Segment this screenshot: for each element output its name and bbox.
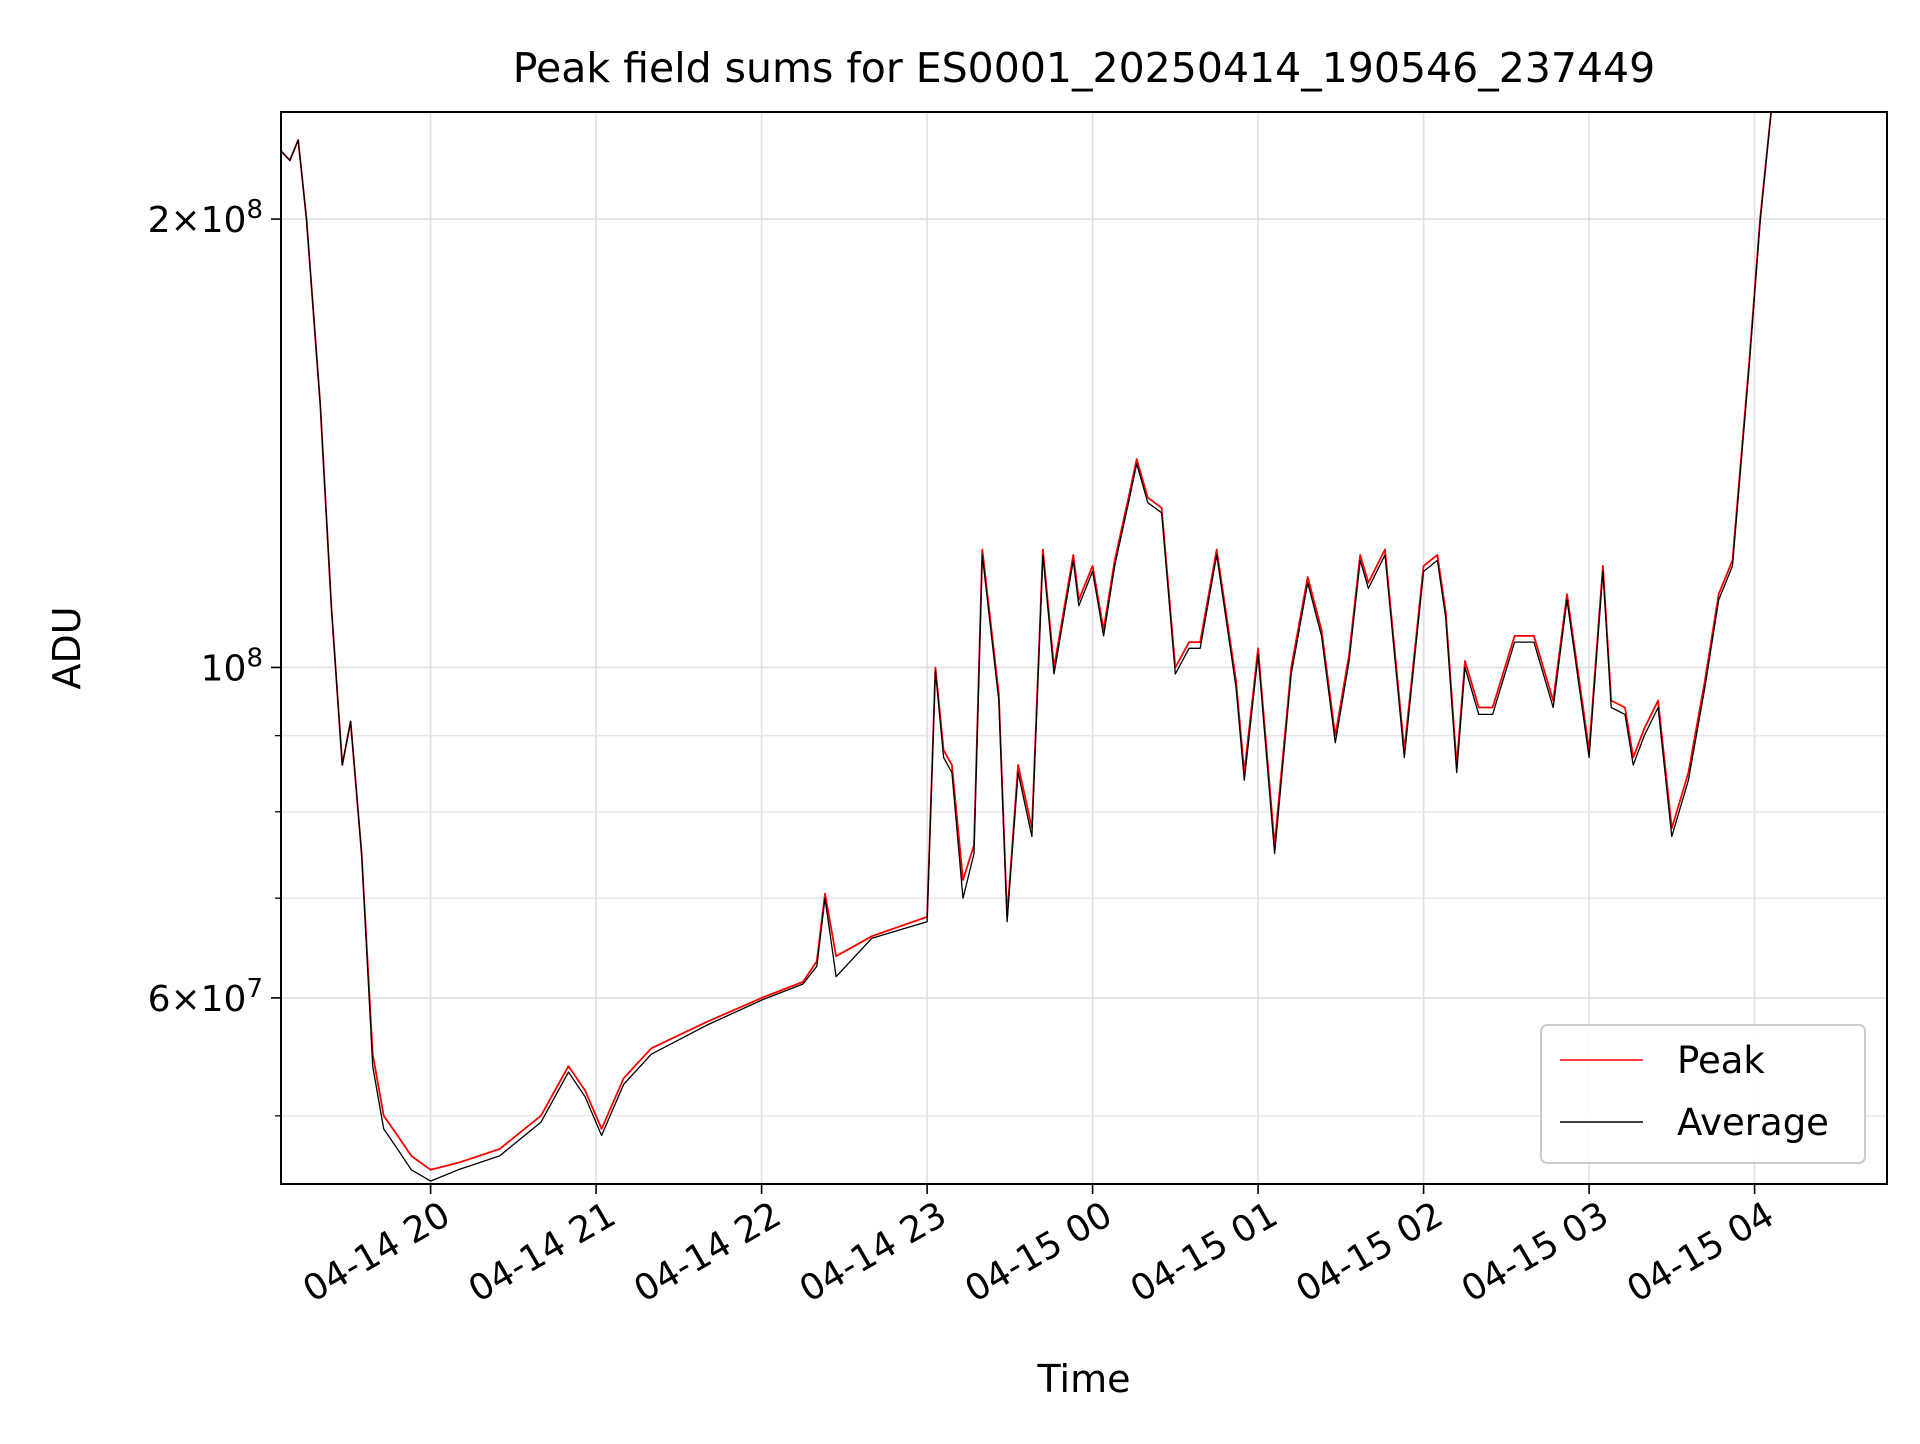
legend-label-peak: Peak [1677, 1039, 1765, 1082]
plot-frame [280, 111, 1888, 1185]
plot-clip [281, 112, 1865, 1182]
series-layer [281, 112, 1865, 1182]
chart-title: Peak field sums for ES0001_20250414_1905… [513, 44, 1655, 92]
legend-label-average: Average [1677, 1101, 1829, 1144]
y-tick-label: 2×108 [148, 195, 263, 241]
plot-area [281, 112, 1887, 1184]
legend: Peak Average [1540, 1024, 1866, 1164]
series-line-peak [281, 112, 1865, 1171]
x-axis-label: Time [1037, 1357, 1131, 1401]
y-axis-label: ADU [45, 606, 89, 689]
y-tick-label: 6×107 [148, 974, 263, 1020]
series-line-average [281, 112, 1865, 1182]
